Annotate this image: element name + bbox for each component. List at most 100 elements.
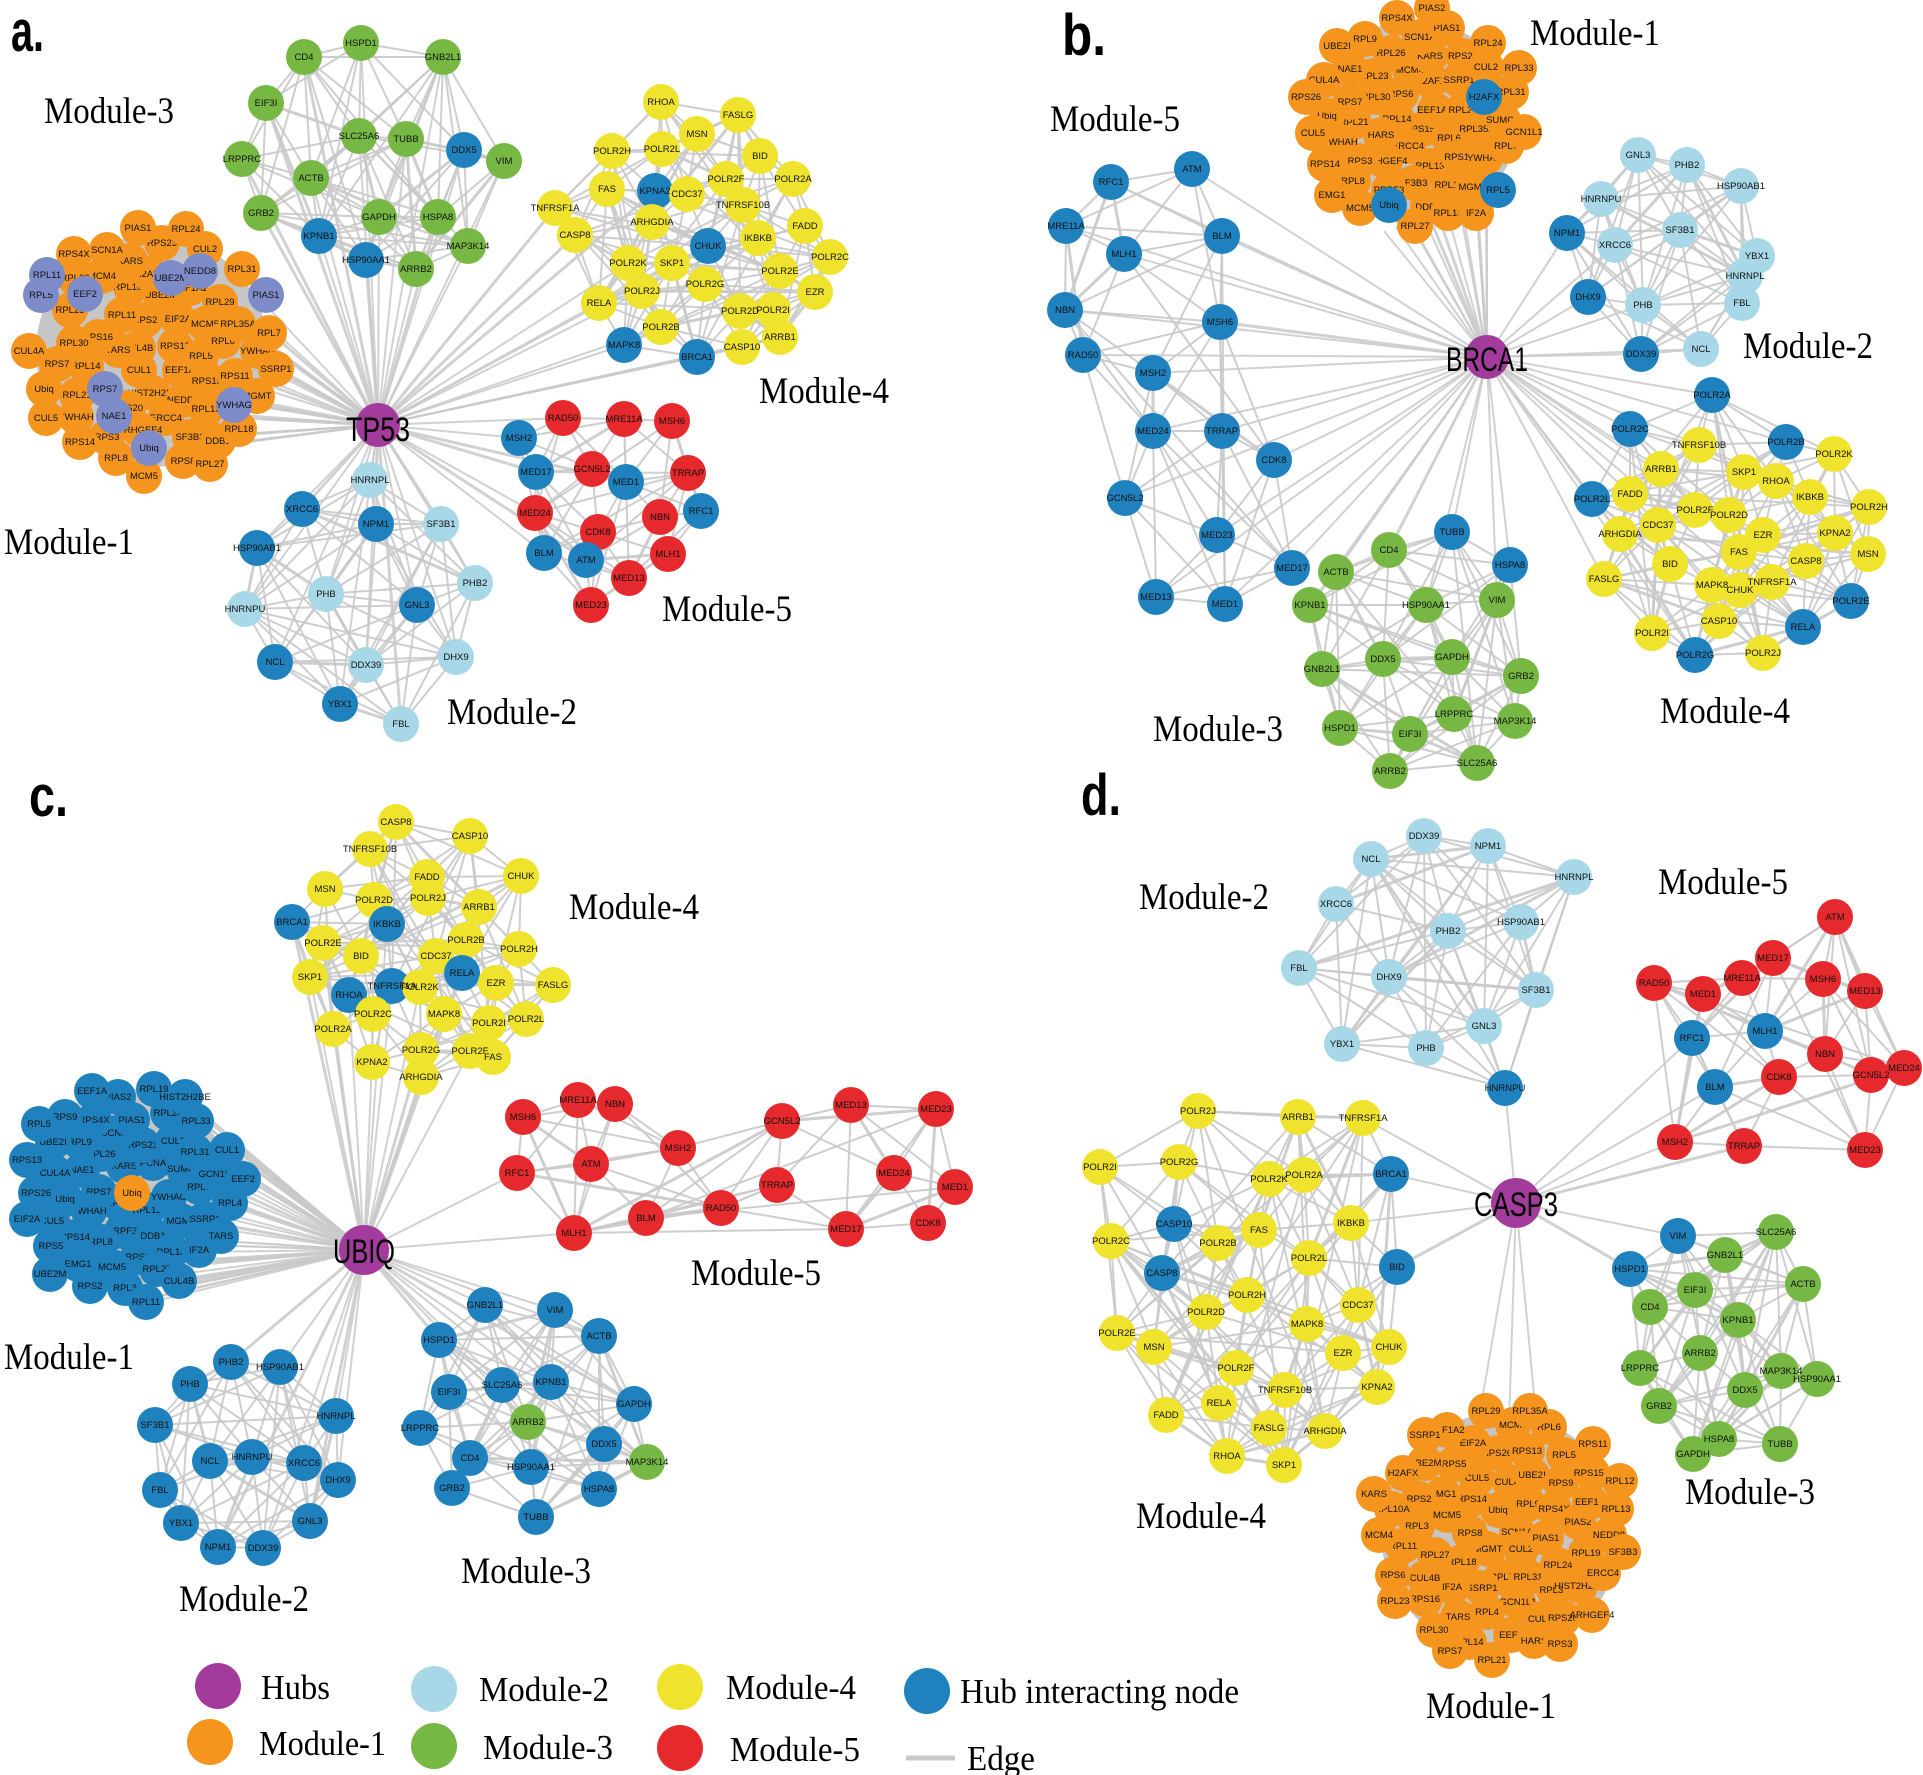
svg-text:Module-4: Module-4 (759, 371, 889, 412)
svg-text:POLR2E: POLR2E (304, 938, 342, 949)
svg-text:MED17: MED17 (1276, 563, 1308, 574)
svg-text:b.: b. (1062, 3, 1106, 68)
svg-text:GNL3: GNL3 (298, 1516, 323, 1527)
svg-text:HIST2H2BE: HIST2H2BE (159, 1092, 211, 1103)
svg-text:SUMO3: SUMO3 (1486, 115, 1520, 126)
svg-text:RPL11: RPL11 (33, 270, 61, 281)
svg-text:CHUK: CHUK (508, 871, 536, 882)
svg-text:ARHGEF4: ARHGEF4 (118, 425, 163, 436)
svg-text:RHOA: RHOA (1213, 1451, 1241, 1462)
svg-text:RPL33: RPL33 (1539, 1585, 1568, 1596)
svg-text:FASLG: FASLG (538, 980, 569, 991)
svg-text:DDX39: DDX39 (1626, 349, 1657, 360)
svg-text:TRRAP: TRRAP (1206, 426, 1238, 437)
svg-text:HNRNPU: HNRNPU (225, 604, 266, 615)
svg-text:CASP8: CASP8 (1790, 556, 1821, 567)
svg-text:RPL5: RPL5 (29, 290, 53, 301)
svg-text:GRB2: GRB2 (439, 1483, 465, 1494)
svg-text:RPL29: RPL29 (1471, 1406, 1500, 1417)
svg-text:RPS16: RPS16 (83, 332, 113, 343)
svg-text:NBN: NBN (1055, 305, 1075, 316)
svg-text:Module-5: Module-5 (691, 1253, 821, 1294)
svg-text:YWHAG: YWHAG (1467, 153, 1503, 164)
svg-text:Module-4: Module-4 (569, 887, 699, 928)
svg-text:BRCA1: BRCA1 (681, 352, 713, 363)
svg-text:TNFRSF10B: TNFRSF10B (343, 844, 397, 855)
svg-text:RPS23: RPS23 (128, 1140, 158, 1151)
svg-text:ARHGEF4: ARHGEF4 (1363, 156, 1408, 167)
svg-text:MED24: MED24 (519, 508, 551, 519)
svg-text:CUL5: CUL5 (1465, 1473, 1489, 1484)
svg-text:ACTB: ACTB (1790, 1279, 1815, 1290)
svg-text:RPL19: RPL19 (1571, 1548, 1600, 1559)
svg-text:EEF1A: EEF1A (77, 1086, 108, 1097)
svg-text:GCN1L1: GCN1L1 (1500, 1597, 1537, 1608)
svg-text:NPM1: NPM1 (1554, 228, 1580, 239)
svg-text:BLM: BLM (1705, 1082, 1725, 1093)
svg-text:RFC1: RFC1 (1680, 1033, 1705, 1044)
svg-text:HSPD1: HSPD1 (345, 38, 377, 49)
svg-text:TRRAP: TRRAP (672, 468, 704, 479)
svg-text:CHUK: CHUK (1376, 1342, 1404, 1353)
svg-text:RHOA: RHOA (335, 990, 363, 1001)
svg-text:DHX9: DHX9 (325, 1475, 350, 1486)
svg-text:CUL2: CUL2 (1509, 1544, 1533, 1555)
svg-text:GNB2L1: GNB2L1 (1304, 664, 1340, 675)
svg-text:CASP10: CASP10 (1156, 1219, 1192, 1230)
svg-text:RPL18: RPL18 (156, 1247, 185, 1258)
svg-text:KPNA2: KPNA2 (356, 1057, 387, 1068)
svg-text:POLR2I: POLR2I (1083, 1162, 1117, 1173)
svg-text:UBE2M: UBE2M (145, 290, 178, 301)
svg-text:RPL23: RPL23 (1380, 1596, 1409, 1607)
svg-text:MSN: MSN (314, 884, 335, 895)
svg-text:EIF3I: EIF3I (1399, 729, 1422, 740)
svg-text:RPL7: RPL7 (257, 328, 281, 339)
svg-text:GAPDH: GAPDH (362, 212, 396, 223)
svg-text:RPS11: RPS11 (1578, 1439, 1607, 1450)
svg-text:RPS7: RPS7 (1338, 97, 1363, 108)
svg-text:FBL: FBL (1290, 963, 1307, 974)
svg-text:POLR2D: POLR2D (721, 306, 759, 317)
svg-text:EEF1A2: EEF1A2 (1417, 105, 1452, 116)
svg-text:NBN: NBN (605, 1099, 625, 1110)
svg-text:SF3B1: SF3B1 (1665, 225, 1694, 236)
svg-text:YWHAG: YWHAG (216, 400, 252, 411)
svg-text:IKBKB: IKBKB (373, 919, 401, 930)
svg-text:Module-1: Module-1 (259, 1724, 386, 1763)
svg-text:RPS2: RPS2 (133, 315, 158, 326)
svg-text:ERCC4: ERCC4 (1392, 141, 1424, 152)
svg-text:RPL8: RPL8 (104, 453, 128, 464)
svg-text:SLC25A6: SLC25A6 (1756, 1227, 1797, 1238)
svg-text:CUL2: CUL2 (193, 244, 217, 255)
svg-text:POLR2E: POLR2E (1098, 1328, 1136, 1339)
svg-text:RPS14: RPS14 (1457, 1494, 1487, 1505)
svg-text:RPL31: RPL31 (227, 264, 256, 275)
svg-text:RPL24: RPL24 (153, 1108, 182, 1119)
svg-text:POLR2B: POLR2B (447, 935, 485, 946)
svg-text:MGMT: MGMT (1458, 182, 1487, 193)
svg-text:RPL5: RPL5 (1552, 1450, 1576, 1461)
svg-text:CDK8: CDK8 (1261, 455, 1286, 466)
svg-text:KPNB1: KPNB1 (1722, 1315, 1753, 1326)
svg-text:H2AFX: H2AFX (1469, 92, 1500, 103)
svg-text:RPL12: RPL12 (1605, 1476, 1634, 1487)
svg-text:MAP3K14: MAP3K14 (1494, 716, 1537, 727)
svg-text:CDC37: CDC37 (1342, 1300, 1373, 1311)
svg-text:RPL27: RPL27 (1400, 221, 1429, 232)
svg-text:RHOA: RHOA (1762, 476, 1790, 487)
svg-text:Module-5: Module-5 (1658, 862, 1788, 903)
svg-text:TRRAP: TRRAP (761, 1180, 793, 1191)
svg-text:VIM: VIM (1489, 595, 1506, 606)
svg-text:CASP8: CASP8 (1146, 1268, 1177, 1279)
svg-text:PHB2: PHB2 (1436, 926, 1461, 937)
svg-text:POLR2H: POLR2H (500, 944, 538, 955)
svg-text:CD4: CD4 (460, 1453, 479, 1464)
svg-text:Module-4: Module-4 (726, 1668, 856, 1707)
svg-text:TRRAP: TRRAP (1728, 1141, 1760, 1152)
svg-text:POLR2A: POLR2A (1285, 1170, 1323, 1181)
svg-text:POLR2E: POLR2E (761, 266, 799, 277)
svg-text:d.: d. (1081, 763, 1121, 828)
svg-text:RPL18: RPL18 (224, 424, 253, 435)
svg-text:POLR2F: POLR2F (1218, 1363, 1255, 1374)
svg-text:CUL1: CUL1 (127, 365, 151, 376)
